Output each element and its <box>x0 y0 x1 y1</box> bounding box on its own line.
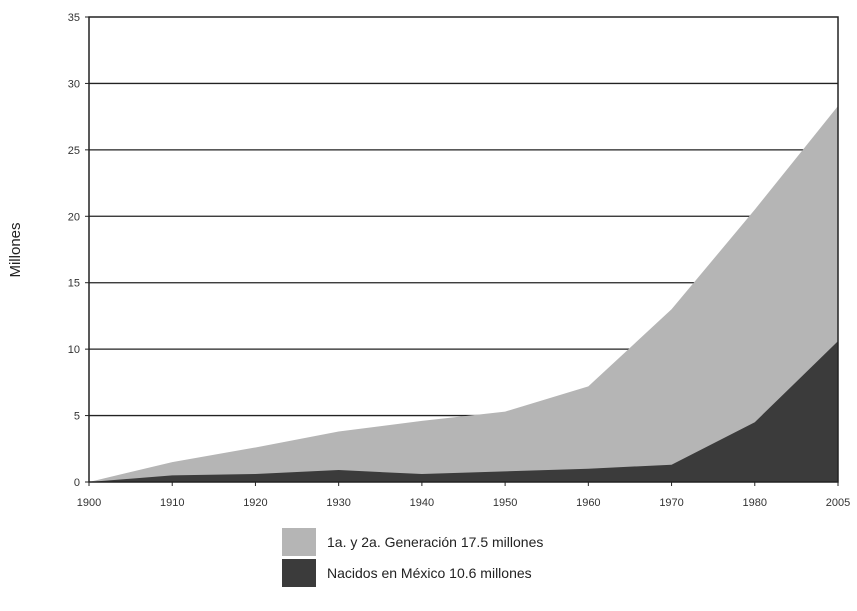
y-tick-label: 5 <box>74 411 80 423</box>
y-axis-label: Millones <box>7 222 24 277</box>
y-tick-label: 35 <box>68 12 80 24</box>
y-tick-label: 0 <box>74 477 80 489</box>
series-area-2 <box>89 341 838 482</box>
series-area-1 <box>89 106 838 482</box>
x-tick-label: 1970 <box>659 497 683 509</box>
x-tick-label: 1910 <box>160 497 184 509</box>
y-tick-label: 15 <box>68 278 80 290</box>
x-tick-label: 1960 <box>576 497 600 509</box>
x-axis: 1900 1910 1920 1930 1940 1950 1960 1970 1980 2005 <box>77 482 850 509</box>
x-tick-label: 1980 <box>743 497 767 509</box>
x-tick-label: 1950 <box>493 497 517 509</box>
x-tick-label: 1920 <box>243 497 267 509</box>
y-tick-label: 25 <box>68 145 80 157</box>
plot-frame <box>88 16 839 483</box>
x-tick-label: 2005 <box>826 497 850 509</box>
legend: 1a. y 2a. Generación 17.5 millones Nacido… <box>282 528 543 587</box>
y-tick-label: 30 <box>68 78 80 90</box>
y-axis: 0 5 10 15 20 25 30 35 <box>68 12 89 489</box>
y-tick-label: 10 <box>68 344 80 356</box>
series-areas <box>89 106 838 482</box>
x-tick-label: 1940 <box>410 497 434 509</box>
x-tick-label: 1900 <box>77 497 101 509</box>
legend-swatch-1 <box>282 528 316 556</box>
y-tick-label: 20 <box>68 211 80 223</box>
legend-label-1: 1a. y 2a. Generación 17.5 millones <box>327 534 543 550</box>
legend-swatch-2 <box>282 559 316 587</box>
x-tick-label: 1930 <box>326 497 350 509</box>
legend-label-2: Nacidos en México 10.6 millones <box>327 565 532 581</box>
